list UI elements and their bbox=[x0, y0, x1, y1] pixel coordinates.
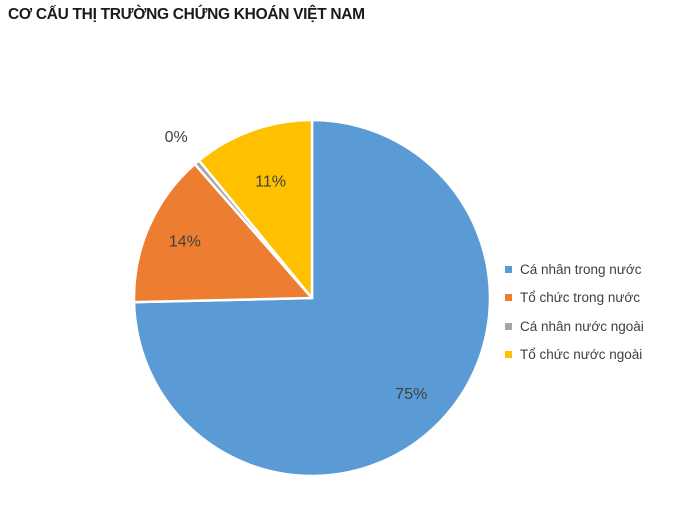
legend-swatch bbox=[505, 294, 512, 301]
legend-swatch bbox=[505, 351, 512, 358]
data-label-to-chuc-nuoc-ngoai: 11% bbox=[255, 174, 286, 191]
chart-legend: Cá nhân trong nước Tổ chức trong nước Cá… bbox=[505, 262, 644, 376]
data-label-to-chuc-trong-nuoc: 14% bbox=[169, 233, 201, 250]
legend-label: Tổ chức nước ngoài bbox=[520, 347, 643, 362]
pie-slice-ca-nhan-trong-nuoc[interactable] bbox=[132, 118, 492, 478]
data-label-ca-nhan-trong-nuoc: 75% bbox=[395, 386, 427, 403]
pie-slice-to-chuc-nuoc-ngoai[interactable] bbox=[197, 118, 314, 300]
pie-slices bbox=[132, 118, 492, 478]
data-label-ca-nhan-nuoc-ngoai: 0% bbox=[165, 129, 188, 146]
chart-title: CƠ CẤU THỊ TRƯỜNG CHỨNG KHOÁN VIỆT NAM bbox=[8, 6, 365, 23]
legend-label: Cá nhân nước ngoài bbox=[520, 318, 644, 334]
legend-swatch bbox=[505, 265, 512, 273]
legend-item-ca-nhan-nuoc-ngoai[interactable]: Cá nhân nước ngoài bbox=[505, 318, 644, 334]
legend-item-to-chuc-nuoc-ngoai[interactable]: Tổ chức nước ngoài bbox=[505, 347, 644, 362]
legend-label: Tổ chức trong nước bbox=[520, 290, 640, 305]
slice-labels: 75% 14% 0% 11% bbox=[165, 129, 428, 403]
legend-label: Cá nhân trong nước bbox=[520, 261, 642, 277]
legend-item-ca-nhan-trong-nuoc[interactable]: Cá nhân trong nước bbox=[505, 261, 644, 277]
pie-slice-to-chuc-trong-nuoc[interactable] bbox=[132, 162, 314, 304]
legend-swatch bbox=[505, 322, 512, 330]
legend-item-to-chuc-trong-nuoc[interactable]: Tổ chức trong nước bbox=[505, 290, 644, 305]
